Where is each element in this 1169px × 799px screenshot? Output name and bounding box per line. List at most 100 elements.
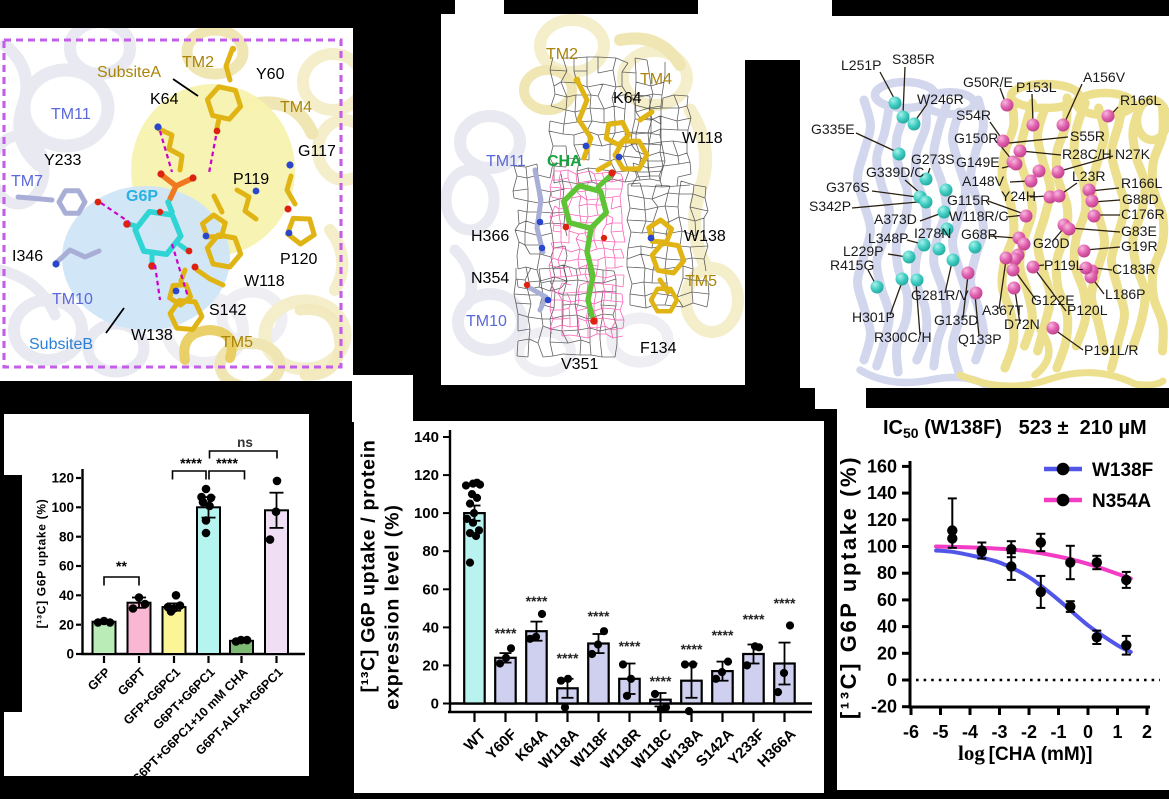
svg-text:G122E: G122E xyxy=(1031,292,1075,308)
svg-text:-4: -4 xyxy=(962,722,978,742)
svg-text:K64: K64 xyxy=(150,91,179,108)
svg-text:G83E: G83E xyxy=(1121,223,1157,239)
svg-text:****: **** xyxy=(681,641,703,657)
svg-text:G117: G117 xyxy=(298,143,336,160)
svg-text:W138F: W138F xyxy=(1092,460,1153,481)
svg-text:C183R: C183R xyxy=(1112,261,1156,277)
svg-text:Y24H: Y24H xyxy=(1001,188,1036,204)
svg-text:-2: -2 xyxy=(1021,722,1037,742)
svg-text:SubsiteA: SubsiteA xyxy=(97,64,161,81)
svg-text:S142: S142 xyxy=(209,302,246,319)
svg-text:****: **** xyxy=(216,455,238,471)
svg-text:TM2: TM2 xyxy=(182,54,214,71)
svg-text:G88D: G88D xyxy=(1122,191,1159,207)
svg-text:-1: -1 xyxy=(1050,722,1066,742)
svg-text:L23R: L23R xyxy=(1072,168,1105,184)
svg-text:G135D: G135D xyxy=(934,312,978,328)
svg-text:A373D: A373D xyxy=(874,211,917,227)
svg-text:160: 160 xyxy=(867,456,897,476)
svg-text:-6: -6 xyxy=(903,722,919,742)
svg-text:P120L: P120L xyxy=(1067,302,1108,318)
svg-text:****: **** xyxy=(588,608,610,624)
svg-text:TM10: TM10 xyxy=(52,291,93,308)
svg-text:****: **** xyxy=(619,638,641,654)
svg-text:40: 40 xyxy=(59,588,74,603)
svg-text:H366: H366 xyxy=(471,228,509,245)
svg-text:80: 80 xyxy=(422,543,439,560)
svg-text:R28C/H: R28C/H xyxy=(1062,146,1112,162)
svg-text:W138: W138 xyxy=(684,228,726,245)
svg-text:20: 20 xyxy=(422,657,439,674)
svg-text:P153L: P153L xyxy=(1016,79,1057,95)
svg-text:I278N: I278N xyxy=(914,225,951,241)
svg-text:G273S: G273S xyxy=(911,151,955,167)
svg-text:****: **** xyxy=(650,673,672,689)
svg-text:60: 60 xyxy=(877,590,897,610)
svg-text:N27K: N27K xyxy=(1115,146,1151,162)
svg-text:P120: P120 xyxy=(280,251,317,268)
svg-text:TM10: TM10 xyxy=(466,313,507,330)
svg-text:P191L/R: P191L/R xyxy=(1084,342,1138,358)
svg-text:L251P: L251P xyxy=(841,57,881,73)
svg-text:TM5: TM5 xyxy=(221,334,253,351)
svg-text:P119L: P119L xyxy=(1044,257,1084,273)
svg-text:40: 40 xyxy=(877,617,897,637)
svg-text:140: 140 xyxy=(414,429,439,446)
svg-text:L186P: L186P xyxy=(1105,286,1145,302)
svg-text:W138: W138 xyxy=(131,327,173,344)
svg-text:R166L: R166L xyxy=(1121,175,1162,191)
svg-text:G150R: G150R xyxy=(954,130,998,146)
svg-text:TM11: TM11 xyxy=(486,153,526,170)
svg-text:2: 2 xyxy=(1142,722,1152,742)
svg-text:TM5: TM5 xyxy=(685,273,717,290)
svg-text:60: 60 xyxy=(422,581,439,598)
svg-text:0: 0 xyxy=(887,670,897,690)
svg-text:0: 0 xyxy=(66,647,74,662)
svg-text:****: **** xyxy=(743,611,765,627)
svg-text:R166L: R166L xyxy=(1120,92,1161,108)
svg-text:100: 100 xyxy=(867,537,897,557)
svg-text:0: 0 xyxy=(1083,722,1093,742)
svg-text:L348P: L348P xyxy=(868,230,908,246)
svg-text:C176R: C176R xyxy=(1121,206,1165,222)
svg-text:S55R: S55R xyxy=(1070,128,1105,144)
svg-text:K64: K64 xyxy=(613,90,642,107)
svg-text:120: 120 xyxy=(51,471,74,486)
svg-text:I346: I346 xyxy=(12,248,43,265)
svg-text:TM4: TM4 xyxy=(640,71,672,88)
svg-text:CHA: CHA xyxy=(547,153,582,170)
svg-text:****: **** xyxy=(526,593,548,609)
svg-text:V351: V351 xyxy=(561,356,598,373)
svg-text:80: 80 xyxy=(877,563,897,583)
svg-text:G115R: G115R xyxy=(947,192,990,208)
svg-text:****: **** xyxy=(557,650,579,666)
svg-text:Y233: Y233 xyxy=(44,152,81,169)
svg-text:N354: N354 xyxy=(471,270,509,287)
svg-text:L229P: L229P xyxy=(843,243,883,259)
svg-text:G19R: G19R xyxy=(1121,238,1158,254)
svg-text:****: **** xyxy=(495,625,517,641)
svg-text:G339D/C: G339D/C xyxy=(866,164,924,180)
svg-text:****: **** xyxy=(180,455,202,471)
svg-text:0: 0 xyxy=(431,696,439,713)
svg-text:S385R: S385R xyxy=(892,51,935,67)
svg-text:TM7: TM7 xyxy=(11,173,43,190)
svg-text:TM4: TM4 xyxy=(280,99,312,116)
svg-text:A156V: A156V xyxy=(1083,69,1126,85)
svg-text:S54R: S54R xyxy=(956,107,991,123)
svg-text:ns: ns xyxy=(237,435,253,450)
svg-text:[¹³C] G6P uptake (%): [¹³C] G6P uptake (%) xyxy=(836,455,861,719)
svg-text:Q133P: Q133P xyxy=(958,331,1002,347)
svg-text:D72N: D72N xyxy=(1004,316,1040,332)
svg-text:Y60: Y60 xyxy=(256,66,285,83)
svg-text:SubsiteB: SubsiteB xyxy=(29,336,93,353)
svg-text:40: 40 xyxy=(422,619,439,636)
svg-text:80: 80 xyxy=(59,529,74,544)
svg-text:log [CHA (mM)]: log [CHA (mM)] xyxy=(958,741,1092,765)
svg-text:W246R: W246R xyxy=(917,91,964,107)
svg-text:W118: W118 xyxy=(244,273,285,290)
svg-text:R300C/H: R300C/H xyxy=(874,329,932,345)
svg-text:expression level (%): expression level (%) xyxy=(382,504,404,710)
svg-text:N354A: N354A xyxy=(1092,491,1151,512)
svg-text:G281R/V: G281R/V xyxy=(911,287,969,303)
